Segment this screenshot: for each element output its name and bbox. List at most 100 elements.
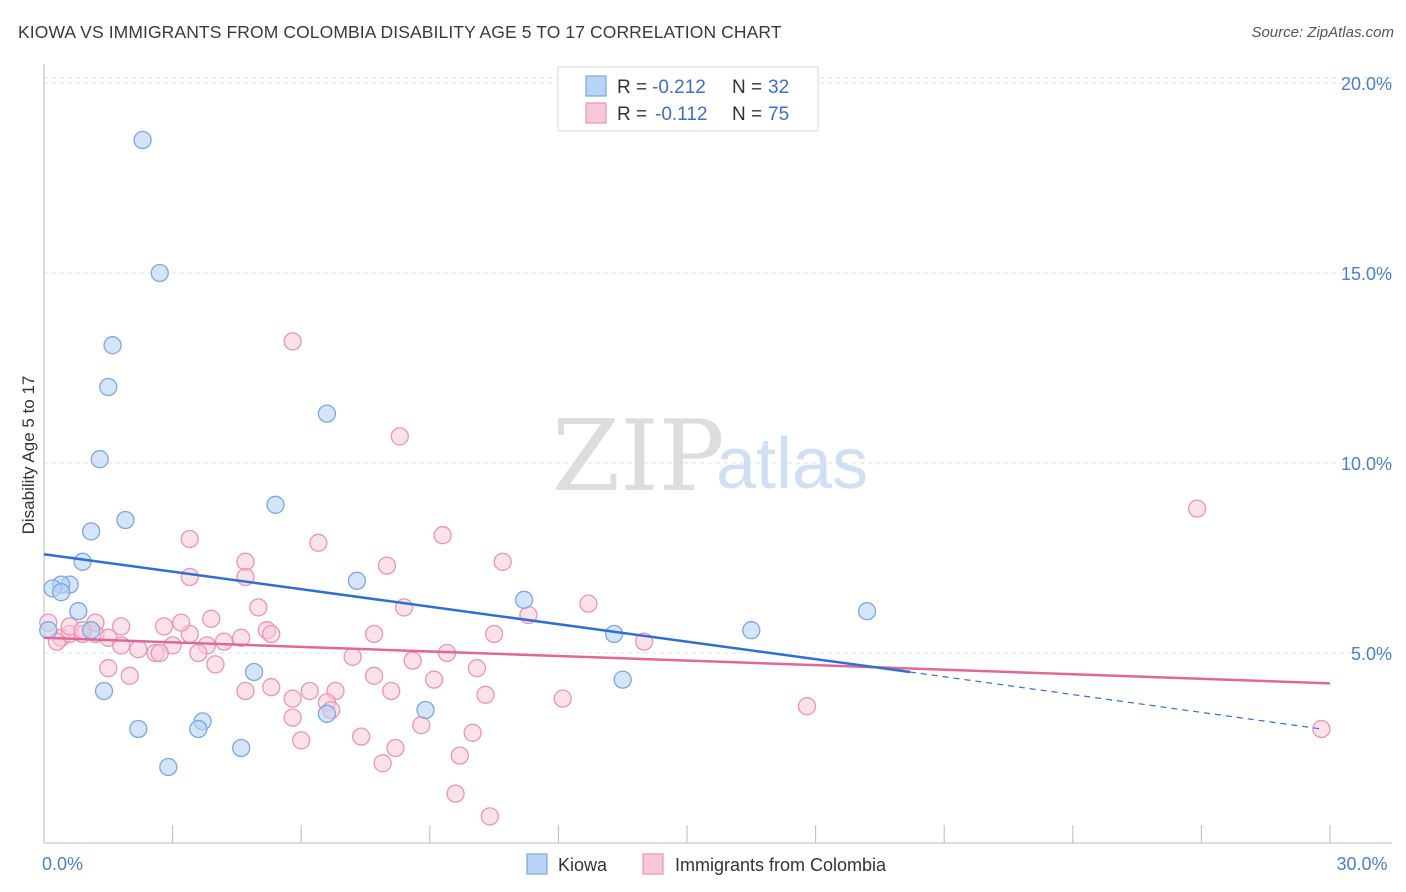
point-colombia bbox=[189, 643, 208, 663]
point-colombia bbox=[232, 628, 251, 647]
point-colombia bbox=[352, 727, 371, 746]
point-colombia bbox=[797, 697, 817, 716]
point-colombia bbox=[493, 552, 512, 571]
point-colombia bbox=[1312, 719, 1331, 739]
legend-swatch-colombia bbox=[585, 102, 607, 124]
chart-title: KIOWA VS IMMIGRANTS FROM COLOMBIA DISABI… bbox=[18, 22, 782, 42]
point-colombia bbox=[214, 632, 234, 651]
y-axis-label: Disability Age 5 to 17 bbox=[19, 376, 38, 535]
point-colombia bbox=[300, 681, 319, 701]
point-kiowa bbox=[103, 336, 122, 355]
point-colombia bbox=[480, 807, 499, 826]
point-colombia bbox=[283, 689, 302, 708]
y-tick-label: 15.0% bbox=[1341, 264, 1392, 284]
point-kiowa bbox=[150, 263, 169, 283]
point-colombia bbox=[262, 624, 281, 644]
watermark-atlas: atlas bbox=[716, 424, 868, 504]
point-colombia bbox=[450, 746, 469, 765]
point-kiowa bbox=[94, 681, 114, 701]
bottom-legend-swatch-colombia bbox=[642, 853, 664, 875]
point-kiowa bbox=[317, 704, 337, 723]
point-colombia bbox=[172, 613, 191, 632]
series-kiowa bbox=[39, 130, 877, 777]
point-colombia bbox=[386, 738, 405, 758]
tick-labels: 5.0% 10.0% 15.0% 20.0% 0.0% 30.0% bbox=[42, 74, 1392, 874]
point-colombia bbox=[309, 533, 328, 552]
point-kiowa bbox=[39, 621, 58, 640]
point-kiowa bbox=[347, 571, 367, 590]
point-colombia bbox=[236, 552, 255, 571]
point-colombia bbox=[364, 666, 384, 685]
point-kiowa bbox=[613, 670, 632, 689]
legend-n-label-kiowa: N = bbox=[732, 77, 762, 98]
point-kiowa bbox=[133, 130, 152, 150]
point-colombia bbox=[180, 567, 199, 587]
series-legend: Kiowa Immigrants from Colombia bbox=[526, 853, 887, 875]
legend-r-label-kiowa: R = bbox=[617, 77, 647, 98]
trend-line-colombia bbox=[43, 636, 1331, 685]
point-colombia bbox=[446, 784, 465, 803]
axes bbox=[43, 64, 1392, 844]
point-kiowa bbox=[189, 719, 208, 739]
y-tick-label: 10.0% bbox=[1341, 454, 1392, 474]
point-colombia bbox=[364, 624, 384, 644]
point-colombia bbox=[553, 689, 572, 708]
point-colombia bbox=[476, 685, 495, 704]
bottom-legend-label-kiowa: Kiowa bbox=[558, 855, 608, 875]
legend-n-label-colombia: N = bbox=[732, 104, 762, 125]
y-tick-label: 5.0% bbox=[1351, 644, 1392, 664]
point-colombia bbox=[390, 427, 409, 446]
point-kiowa bbox=[317, 404, 337, 423]
point-colombia bbox=[129, 640, 148, 659]
point-colombia bbox=[154, 617, 174, 636]
point-colombia bbox=[579, 594, 598, 613]
legend-swatch-kiowa bbox=[585, 75, 607, 97]
point-colombia bbox=[283, 708, 302, 727]
point-kiowa bbox=[266, 495, 285, 514]
trend-line-kiowa-extension bbox=[909, 671, 1322, 730]
legend-r-value-colombia: -0.112 bbox=[655, 104, 707, 125]
watermark-zip: ZIP bbox=[552, 400, 725, 514]
point-kiowa bbox=[514, 590, 534, 609]
legend-n-value-kiowa: 32 bbox=[768, 77, 789, 98]
point-kiowa bbox=[90, 450, 109, 469]
point-colombia bbox=[382, 681, 401, 701]
point-colombia bbox=[424, 670, 444, 689]
point-colombia bbox=[373, 754, 392, 773]
point-kiowa bbox=[857, 602, 877, 621]
point-colombia bbox=[433, 526, 452, 545]
point-colombia bbox=[112, 617, 131, 636]
point-colombia bbox=[412, 716, 431, 735]
point-colombia bbox=[262, 678, 281, 697]
point-kiowa bbox=[742, 621, 761, 640]
legend-r-value-kiowa: -0.212 bbox=[652, 77, 706, 98]
point-kiowa bbox=[116, 510, 135, 530]
point-colombia bbox=[236, 681, 255, 701]
source-label: Source: ZipAtlas.com bbox=[1251, 24, 1394, 41]
point-kiowa bbox=[51, 583, 71, 602]
point-colombia bbox=[120, 666, 139, 685]
point-colombia bbox=[403, 651, 422, 670]
point-colombia bbox=[1187, 499, 1207, 518]
x-tick-label: 0.0% bbox=[42, 854, 83, 874]
point-kiowa bbox=[82, 621, 101, 640]
y-tick-label: 20.0% bbox=[1341, 74, 1392, 94]
x-tick-label: 30.0% bbox=[1336, 854, 1387, 874]
point-colombia bbox=[467, 659, 487, 678]
bottom-legend-swatch-kiowa bbox=[526, 853, 548, 875]
correlation-legend: R = -0.212 N = 32 R = -0.112 N = 75 bbox=[557, 66, 819, 132]
point-colombia bbox=[377, 556, 397, 575]
point-kiowa bbox=[244, 662, 264, 682]
point-colombia bbox=[463, 723, 482, 742]
legend-r-label-colombia: R = bbox=[617, 104, 647, 125]
trend-line-kiowa bbox=[43, 552, 911, 674]
bottom-legend-label-colombia: Immigrants from Colombia bbox=[675, 855, 887, 875]
point-colombia bbox=[484, 624, 504, 644]
point-kiowa bbox=[159, 757, 178, 777]
watermark: ZIP atlas bbox=[552, 400, 868, 514]
point-kiowa bbox=[82, 522, 101, 541]
point-kiowa bbox=[232, 738, 251, 758]
trend-lines bbox=[43, 552, 1331, 730]
point-colombia bbox=[180, 529, 199, 549]
